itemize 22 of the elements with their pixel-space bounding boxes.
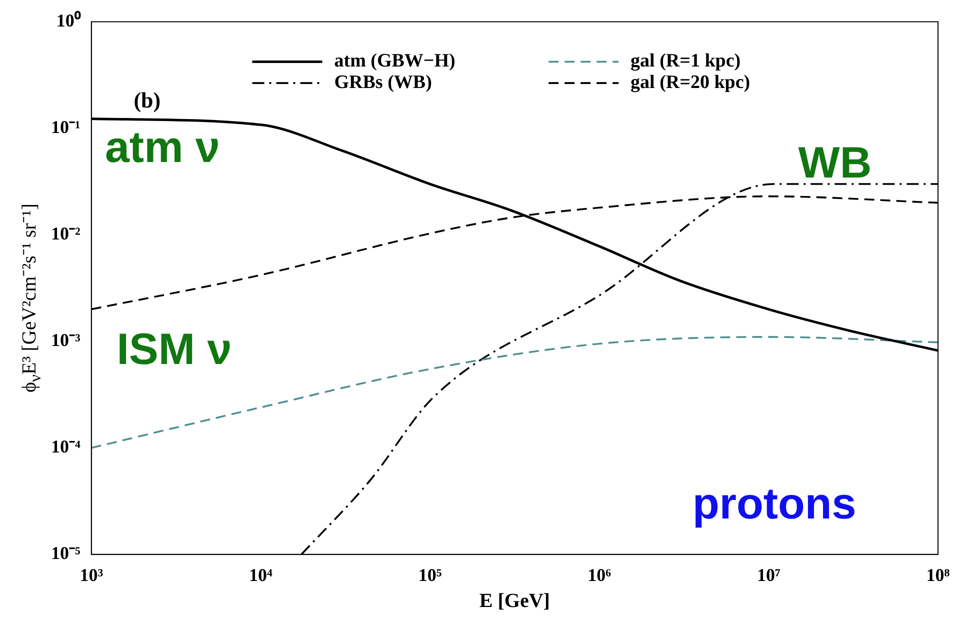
y-tick-label: 10⁻³	[50, 330, 81, 350]
x-tick-label: 10³	[80, 564, 104, 585]
x-tick-label: 10⁶	[588, 564, 612, 585]
y-tick-label: 10⁻²	[50, 223, 80, 244]
x-tick-label: 10⁴	[249, 564, 274, 585]
y-tick-label: 10⁰	[56, 10, 82, 30]
x-axis-title: E [GeV]	[479, 590, 550, 612]
y-tick-label: 10⁻¹	[50, 116, 80, 137]
legend-label: GRBs (WB)	[334, 72, 432, 93]
x-tick-label: 10⁷	[756, 564, 781, 585]
legend-label: gal (R=20 kpc)	[630, 72, 750, 93]
annotation: atm ν	[104, 122, 220, 172]
annotation: (b)	[134, 87, 161, 112]
legend-label: gal (R=1 kpc)	[630, 50, 741, 72]
annotation: protons	[692, 480, 856, 529]
annotation: ISM ν	[116, 325, 232, 374]
x-tick-label: 10⁸	[926, 564, 950, 585]
y-tick-label: 10⁻⁴	[50, 436, 81, 457]
legend-label: atm (GBW−H)	[334, 50, 456, 72]
y-tick-label: 10⁻⁵	[50, 543, 81, 564]
annotation: WB	[798, 138, 872, 188]
x-tick-label: 10⁵	[418, 564, 442, 585]
